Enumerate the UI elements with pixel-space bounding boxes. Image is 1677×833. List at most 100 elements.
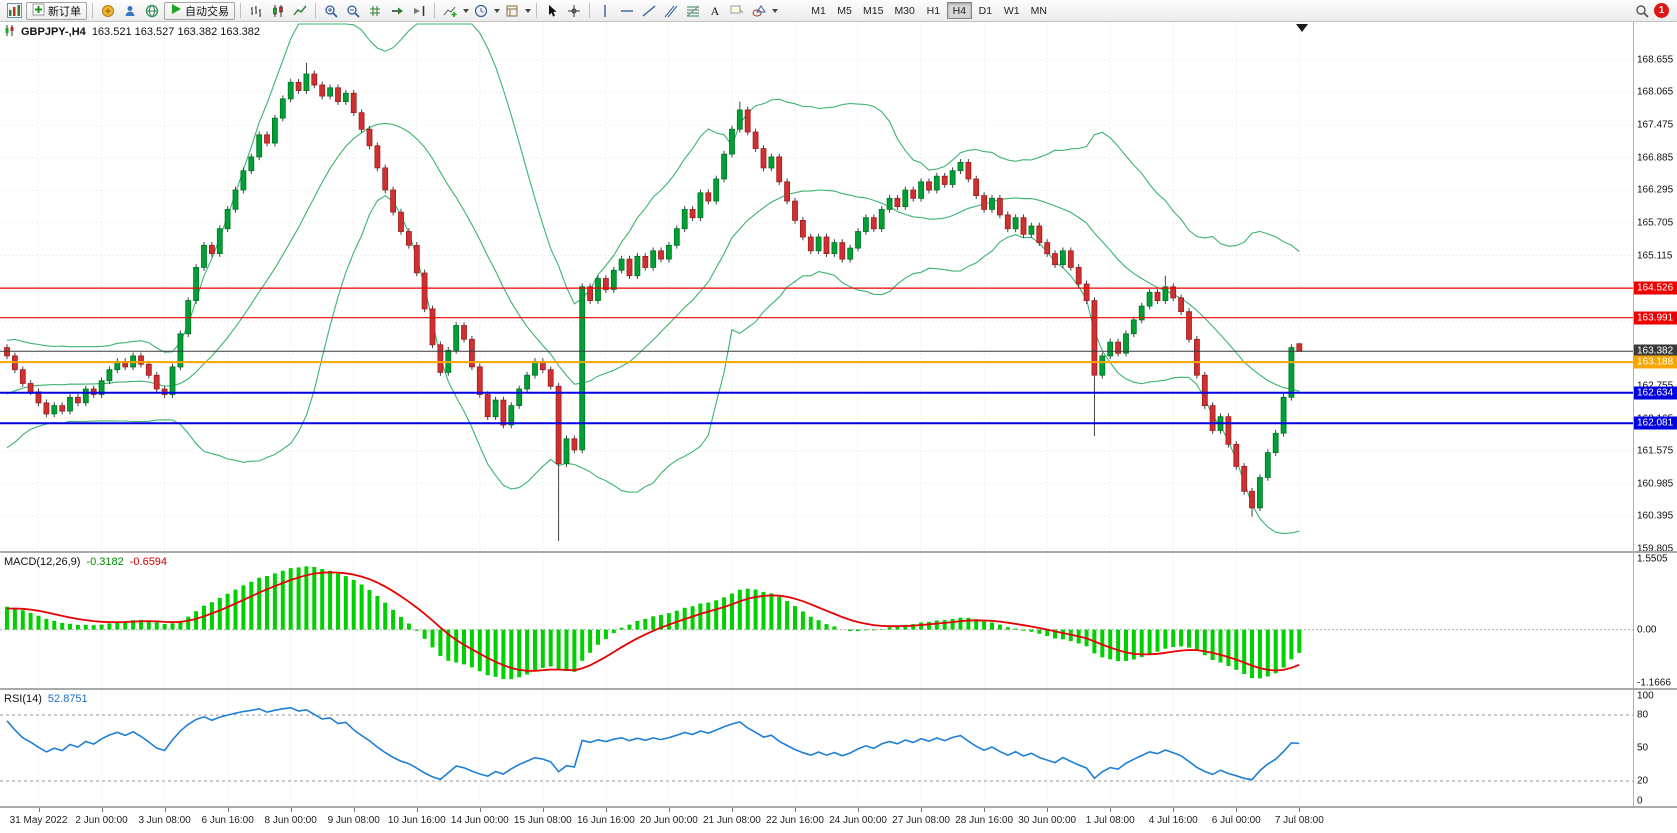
chart-ohlc-values: 163.521 163.527 163.382 163.382 — [91, 26, 261, 38]
time-axis-label: 10 Jun 16:00 — [387, 815, 446, 826]
price-axis-label: 161.575 — [1637, 445, 1674, 457]
time-axis-tick — [1173, 808, 1175, 812]
bid-price-tag: 163.382 — [1634, 344, 1677, 358]
price-axis-label: 168.065 — [1637, 86, 1674, 98]
crosshair-icon[interactable] — [564, 1, 584, 20]
chart-shift-icon[interactable] — [409, 1, 429, 20]
time-axis-tick — [858, 808, 860, 812]
time-axis-tick — [164, 808, 166, 812]
shapes-caret-icon[interactable] — [772, 8, 778, 13]
metaeditor-icon[interactable] — [98, 1, 118, 20]
macd-pane[interactable]: MACD(12,26,9) -0.3182 -0.6594 1.5505 0.00… — [0, 551, 1677, 690]
candlestick-chart-icon[interactable] — [268, 1, 288, 20]
shapes-tool-icon[interactable] — [749, 1, 769, 20]
price-axis-label: 166.295 — [1637, 184, 1674, 196]
templates-caret-icon[interactable] — [525, 8, 531, 13]
cursor-icon[interactable] — [542, 1, 562, 20]
autotrading-button[interactable]: 自动交易 — [164, 1, 235, 20]
price-chart-canvas[interactable] — [0, 22, 1633, 556]
timeframe-D1[interactable]: D1 — [973, 2, 998, 19]
timeframe-M1[interactable]: M1 — [806, 2, 831, 19]
macd-label: MACD(12,26,9) — [4, 556, 81, 568]
price-axis-label: 159.805 — [1637, 543, 1674, 555]
rsi-axis-label: 20 — [1637, 775, 1649, 787]
price-axis-label: 160.985 — [1637, 478, 1674, 490]
time-axis-label: 21 Jun 08:00 — [703, 815, 761, 826]
time-axis[interactable]: 31 May 2022 2 Jun 00:00 3 Jun 08:00 6 Jun 1… — [0, 806, 1677, 833]
time-axis-label: 24 Jun 00:00 — [829, 815, 887, 826]
rsi-pane[interactable]: RSI(14) 52.8751 100 80 50 20 0 — [0, 688, 1677, 808]
macd-axis-label: -1.1666 — [1637, 677, 1671, 689]
rsi-label: RSI(14) — [4, 693, 42, 705]
indicators-caret-icon[interactable] — [463, 8, 469, 13]
price-axis-label: 162.755 — [1637, 380, 1673, 391]
timeframe-M30[interactable]: M30 — [889, 2, 919, 19]
search-icon[interactable] — [1632, 1, 1652, 20]
time-axis-label: 3 Jun 08:00 — [138, 815, 191, 826]
timeframe-MN[interactable]: MN — [1026, 2, 1052, 19]
autoscroll-icon[interactable] — [387, 1, 407, 20]
time-axis-tick — [984, 808, 986, 812]
time-axis-tick — [101, 808, 103, 812]
hline-price-tag: 162.634 — [1634, 386, 1677, 400]
app-icon — [4, 1, 24, 20]
fibonacci-tool-icon[interactable] — [683, 1, 703, 20]
bar-chart-icon[interactable] — [246, 1, 266, 20]
time-axis-label: 6 Jun 16:00 — [201, 815, 254, 826]
horizontal-line-tool-icon[interactable] — [617, 1, 637, 20]
macd-axis[interactable]: 1.5505 0.00 -1.1666 — [1633, 553, 1677, 689]
channel-tool-icon[interactable] — [661, 1, 681, 20]
periods-icon[interactable] — [471, 1, 491, 20]
toolbar-separator — [240, 3, 241, 18]
periods-caret-icon[interactable] — [494, 8, 500, 13]
time-axis-tick — [795, 808, 796, 812]
toolbar-separator — [536, 3, 537, 18]
price-axis-label: 165.115 — [1637, 250, 1673, 262]
main-chart-pane[interactable]: GBPJPY-,H4 163.521 163.527 163.382 163.3… — [0, 22, 1677, 555]
macd-canvas — [0, 553, 1633, 695]
toolbar-separator — [434, 3, 435, 18]
rsi-header: RSI(14) 52.8751 — [4, 693, 88, 705]
time-axis-tick — [542, 808, 544, 812]
time-axis-label: 28 Jun 16:00 — [955, 815, 1014, 826]
zoom-out-icon[interactable] — [343, 1, 363, 20]
rsi-axis[interactable]: 100 80 50 20 0 — [1633, 690, 1677, 807]
hline-price-tag: 162.081 — [1634, 416, 1677, 430]
macd-axis-label: 1.5505 — [1637, 553, 1668, 565]
indicators-icon[interactable] — [440, 1, 460, 20]
timeframe-M15[interactable]: M15 — [858, 2, 888, 19]
toolbar-separator — [589, 3, 590, 18]
timeframe-M5[interactable]: M5 — [832, 2, 857, 19]
toolbar-separator — [92, 3, 93, 18]
rsi-axis-label: 80 — [1637, 709, 1649, 721]
time-axis-label: 22 Jun 16:00 — [766, 815, 824, 826]
templates-icon[interactable] — [502, 1, 522, 20]
web-icon[interactable] — [142, 1, 162, 20]
price-axis-label: 165.705 — [1637, 217, 1674, 229]
trendline-tool-icon[interactable] — [639, 1, 659, 20]
community-icon[interactable] — [120, 1, 140, 20]
timeframe-H1[interactable]: H1 — [921, 2, 946, 19]
price-axis[interactable]: 168.655 168.065 167.475 166.885 166.295 165.7… — [1633, 22, 1677, 555]
time-axis-tick — [38, 808, 40, 812]
timeframe-W1[interactable]: W1 — [999, 2, 1025, 19]
new-order-button[interactable]: 新订单 — [26, 1, 87, 20]
autotrading-play-icon — [170, 3, 182, 18]
zoom-in-icon[interactable] — [321, 1, 341, 20]
line-chart-icon[interactable] — [290, 1, 310, 20]
time-axis-label: 31 May 2022 — [9, 815, 68, 826]
time-axis-label: 2 Jun 00:00 — [75, 815, 128, 826]
label-tool-icon[interactable] — [727, 1, 747, 20]
time-axis-tick — [731, 808, 733, 812]
hline-price-tag: 164.526 — [1634, 281, 1677, 295]
vertical-line-tool-icon[interactable] — [595, 1, 615, 20]
timeframe-H4[interactable]: H4 — [946, 2, 972, 19]
time-axis-label: 1 Jul 08:00 — [1085, 815, 1135, 826]
text-tool-icon[interactable]: A — [705, 1, 725, 20]
hline-price-tag: 163.188 — [1634, 355, 1677, 369]
macd-axis-label: 0.00 — [1637, 624, 1657, 636]
notification-badge[interactable]: 1 — [1654, 3, 1669, 18]
price-axis-label: 160.395 — [1637, 510, 1674, 522]
grid-icon[interactable] — [365, 1, 385, 20]
